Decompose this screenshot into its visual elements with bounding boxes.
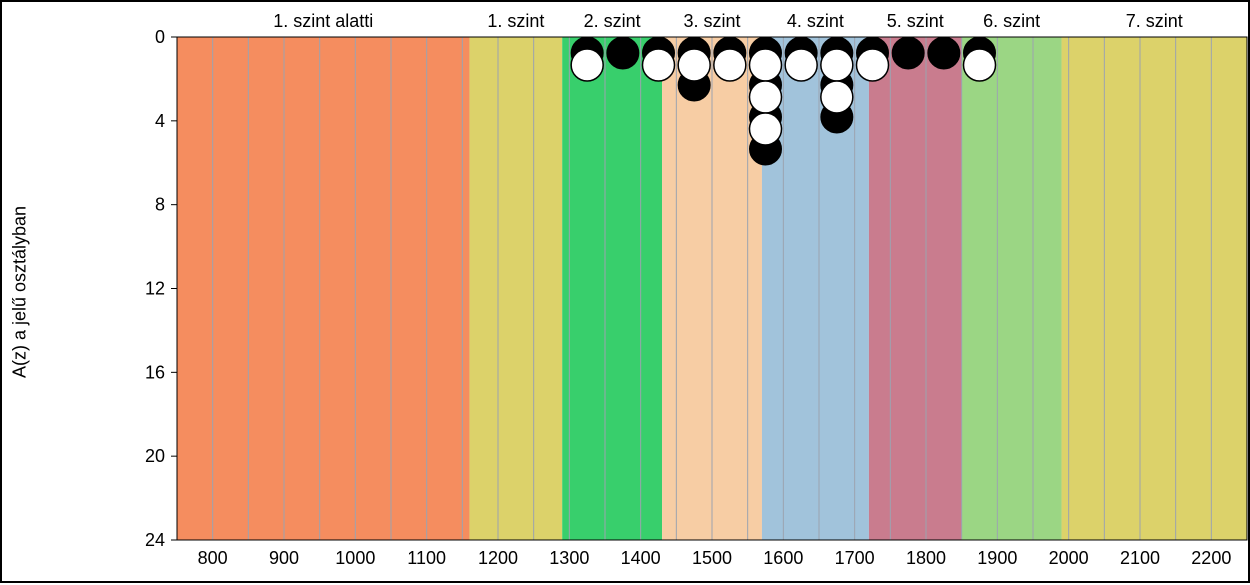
x-tick-label: 1500	[692, 548, 732, 568]
x-tick-label: 1200	[478, 548, 518, 568]
level-label-0: 1. szint alatti	[273, 11, 373, 31]
y-axis-label: A(z) a jelű osztályban	[10, 205, 31, 377]
data-point-black	[607, 37, 639, 69]
y-tick-label: 24	[145, 530, 165, 550]
chart-frame: A(z) a jelű osztályban 1. szint alatti1.…	[0, 0, 1250, 583]
x-tick-label: 1900	[977, 548, 1017, 568]
y-tick-label: 8	[155, 195, 165, 215]
x-tick-label: 900	[269, 548, 299, 568]
x-tick-label: 800	[198, 548, 228, 568]
data-point-white	[750, 81, 782, 113]
data-point-white	[821, 81, 853, 113]
x-tick-label: 1800	[906, 548, 946, 568]
data-point-black	[928, 37, 960, 69]
y-tick-label: 16	[145, 362, 165, 382]
y-tick-label: 12	[145, 279, 165, 299]
y-tick-label: 4	[155, 111, 165, 131]
x-tick-label: 1100	[407, 548, 446, 568]
x-tick-label: 2200	[1191, 548, 1231, 568]
level-label-7: 7. szint	[1126, 11, 1183, 31]
data-point-white	[643, 49, 675, 81]
data-point-white	[571, 49, 603, 81]
data-point-white	[750, 49, 782, 81]
level-band-6	[962, 37, 1062, 540]
x-tick-label: 2000	[1049, 548, 1089, 568]
chart-svg: 1. szint alatti 1. szint 2. szint 3. szint 4…	[2, 2, 1250, 585]
data-point-white	[714, 49, 746, 81]
level-band-7	[1062, 37, 1247, 540]
y-tick-label: 0	[155, 27, 165, 47]
level-band-2	[562, 37, 662, 540]
level-label-4: 4. szint	[787, 11, 844, 31]
level-label-2: 2. szint	[584, 11, 641, 31]
level-label-1: 1. szint	[487, 11, 544, 31]
level-label-6: 6. szint	[983, 11, 1040, 31]
data-point-white	[857, 49, 889, 81]
level-label-5: 5. szint	[887, 11, 944, 31]
data-point-white	[964, 49, 996, 81]
x-tick-label: 1700	[835, 548, 875, 568]
x-tick-label: 1400	[621, 548, 661, 568]
data-point-white	[821, 49, 853, 81]
y-tick-label: 20	[145, 446, 165, 466]
level-label-3: 3. szint	[683, 11, 740, 31]
level-band-5	[869, 37, 962, 540]
level-band-1	[469, 37, 562, 540]
x-tick-label: 1000	[335, 548, 375, 568]
level-band-0	[177, 37, 469, 540]
x-tick-label: 1600	[763, 548, 803, 568]
x-tick-label: 2100	[1120, 548, 1160, 568]
data-point-white	[678, 49, 710, 81]
data-point-white	[785, 49, 817, 81]
x-tick-label: 1300	[549, 548, 589, 568]
data-point-white	[750, 113, 782, 145]
data-point-black	[892, 37, 924, 69]
